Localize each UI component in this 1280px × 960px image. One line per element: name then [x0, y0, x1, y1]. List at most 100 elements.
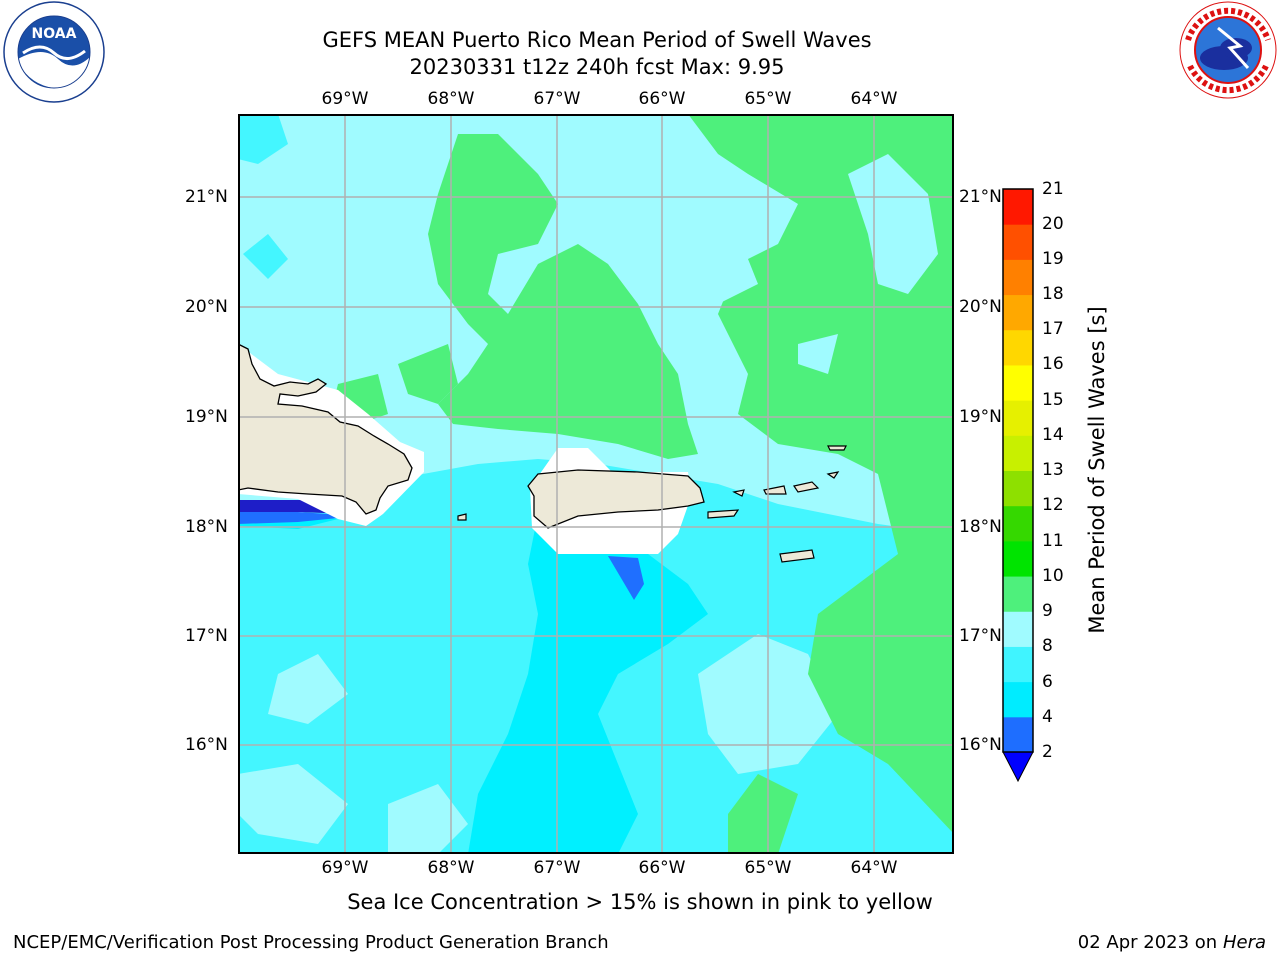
colorbar-segment: [1003, 681, 1033, 718]
noaa-logo: NOAA: [3, 1, 105, 103]
lat-label-right: 19°N: [959, 407, 1002, 427]
colorbar-tick: 6: [1042, 672, 1053, 692]
colorbar-segment: [1003, 540, 1033, 577]
lon-label-bottom: 69°W: [321, 858, 369, 878]
map-title-line2: 20230331 t12z 240h fcst Max: 9.95: [409, 55, 785, 79]
virgin-islands: [793, 481, 820, 493]
lon-label-top: 69°W: [321, 89, 369, 109]
colorbar-segment: [1003, 611, 1033, 647]
colorbar-segment: [1003, 646, 1033, 683]
lat-label-left: 16°N: [185, 735, 228, 755]
colorbar-tick: 13: [1042, 460, 1064, 480]
virgin-islands: [763, 485, 787, 495]
st-croix-island: [779, 549, 815, 563]
footer-credit: NCEP/EMC/Verification Post Processing Pr…: [13, 932, 609, 953]
lon-label-bottom: 67°W: [533, 858, 581, 878]
colorbar-under-arrow: [1002, 751, 1034, 783]
lat-label-left: 21°N: [185, 187, 228, 207]
sea-ice-caption: Sea Ice Concentration > 15% is shown in …: [0, 890, 1280, 914]
lat-label-left: 19°N: [185, 407, 228, 427]
lat-label-left: 17°N: [185, 626, 228, 646]
swell-field-8-9-patch: [798, 334, 838, 374]
lon-label-top: 68°W: [427, 89, 475, 109]
lon-label-top: 65°W: [744, 89, 792, 109]
puerto-rico-landmass: [527, 469, 705, 529]
swell-field-2-4: [238, 512, 358, 524]
colorbar-tick-labels: 2 4 6 8 9 10 11 12 13 14 15 16 17 18 19 …: [1034, 179, 1084, 788]
colorbar-tick: 20: [1042, 214, 1064, 234]
colorbar: [1002, 188, 1034, 783]
colorbar-tick: 18: [1042, 284, 1064, 304]
lat-label-right: 21°N: [959, 187, 1002, 207]
swell-period-map: [238, 114, 954, 854]
map-title-line1: GEFS MEAN Puerto Rico Mean Period of Swe…: [322, 28, 872, 52]
colorbar-tick: 17: [1042, 319, 1064, 339]
noaa-logo-text: NOAA: [32, 26, 77, 42]
swell-field-8-9-patch: [268, 654, 348, 724]
virgin-islands: [707, 509, 740, 519]
lon-label-bottom: 64°W: [850, 858, 898, 878]
swell-field-6-8: [238, 114, 288, 164]
colorbar-segment: [1003, 716, 1033, 753]
lat-label-right: 16°N: [959, 735, 1002, 755]
footer-timestamp: 02 Apr 2023 on Hera: [1078, 932, 1266, 954]
colorbar-tick: 14: [1042, 425, 1064, 445]
footer-date: 02 Apr 2023 on: [1077, 932, 1223, 953]
colorbar-tick: 11: [1042, 531, 1064, 551]
map-border: [238, 114, 954, 854]
swell-field-6-8: [243, 234, 288, 279]
colorbar-tick: 9: [1042, 601, 1053, 621]
colorbar-segment: [1003, 505, 1033, 542]
small-island: [732, 489, 745, 497]
nws-logo: [1178, 0, 1278, 100]
colorbar-segment: [1003, 400, 1033, 436]
colorbar-segment: [1003, 259, 1033, 296]
swell-field-8-9-patch: [388, 784, 468, 854]
graticule: [238, 114, 954, 854]
lon-label-bottom: 68°W: [427, 858, 475, 878]
lat-label-left: 18°N: [185, 517, 228, 537]
colorbar-segment: [1003, 435, 1033, 471]
lon-label-top: 66°W: [638, 89, 686, 109]
swell-field-2-4: [608, 556, 644, 600]
lat-label-right: 18°N: [959, 517, 1002, 537]
colorbar-tick: 15: [1042, 390, 1064, 410]
small-island: [826, 471, 840, 479]
colorbar-segment: [1003, 294, 1033, 331]
footer-machine: Hera: [1222, 932, 1266, 953]
colorbar-border: [1002, 188, 1034, 753]
colorbar-label: Mean Period of Swell Waves [s]: [1085, 306, 1109, 634]
lon-label-top: 67°W: [533, 89, 581, 109]
colorbar-scale: [1002, 188, 1034, 783]
swell-field-8-9-patch: [238, 764, 348, 844]
swell-field-8-9-patch: [698, 234, 758, 304]
lat-label-right: 20°N: [959, 297, 1002, 317]
colorbar-tick: 10: [1042, 566, 1064, 586]
swell-field-4-6: [468, 514, 708, 854]
lon-label-top: 64°W: [850, 89, 898, 109]
map-canvas: [238, 114, 954, 854]
lat-label-left: 20°N: [185, 297, 228, 317]
colorbar-tick: 16: [1042, 354, 1064, 374]
colorbar-segment: [1003, 576, 1033, 612]
colorbar-tick: 2: [1042, 742, 1053, 762]
sea-ice-caption-text: Sea Ice Concentration > 15% is shown in …: [347, 890, 933, 914]
swell-field-9-10: [688, 114, 954, 834]
colorbar-tick: 12: [1042, 495, 1064, 515]
colorbar-segment: [1003, 364, 1033, 401]
small-island: [457, 513, 467, 521]
colorbar-tick: 8: [1042, 636, 1053, 656]
colorbar-segment: [1003, 189, 1033, 225]
colorbar-tick: 21: [1042, 179, 1064, 199]
swell-field-9-10: [428, 134, 698, 459]
lat-label-right: 17°N: [959, 626, 1002, 646]
swell-field-9-10: [398, 344, 458, 404]
colorbar-tick: 4: [1042, 707, 1053, 727]
colorbar-segment: [1003, 329, 1033, 366]
colorbar-segment: [1003, 470, 1033, 507]
colorbar-segment: [1003, 224, 1033, 260]
lon-label-bottom: 65°W: [744, 858, 792, 878]
anegada-island: [827, 445, 847, 451]
swell-field-9-10: [728, 774, 798, 854]
hispaniola-landmass: [238, 343, 413, 515]
